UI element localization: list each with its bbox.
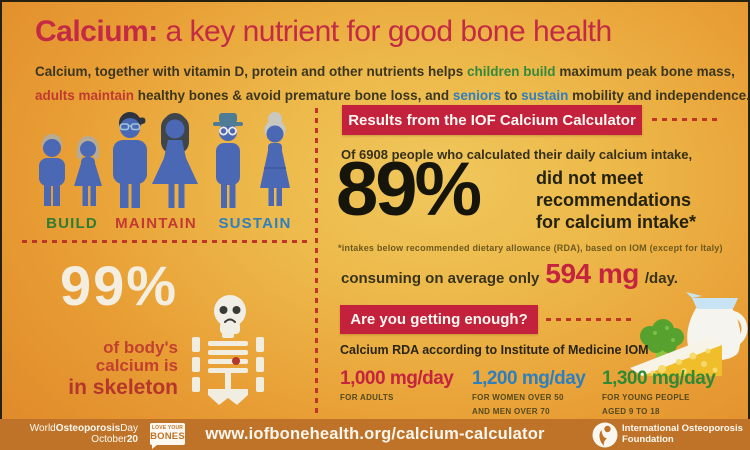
intro-line-1: Calcium, together with vitamin D, protei… (35, 60, 750, 84)
figure-man-icon (113, 112, 147, 208)
intro-text: mobility and independence. (568, 87, 750, 103)
vertical-divider-dashed (315, 108, 318, 414)
intro-seniors: seniors (452, 87, 501, 103)
stat-footnote: *intakes below recommended dietary allow… (338, 243, 723, 253)
heart-icon (232, 357, 240, 365)
rda-heading: Calcium RDA according to Institute of Me… (340, 343, 649, 357)
badge-line-1: LOVE YOUR (151, 425, 184, 431)
campaign-october: October (91, 434, 127, 445)
skeleton-caption-line2: calcium is (95, 356, 178, 375)
skeleton-caption-line3: in skeleton (68, 376, 178, 399)
average-intake-line: consuming on average only 594 mg /day. (341, 258, 678, 290)
intro-paragraph: Calcium, together with vitamin D, protei… (35, 60, 750, 107)
intro-sustain: sustain (521, 87, 569, 103)
calculator-intro-text: Of 6908 people who calculated their dail… (341, 147, 693, 162)
stat-line-2: recommendations (536, 190, 692, 210)
campaign-osteoporosis: Osteoporosis (55, 423, 121, 434)
stat-89-percent: 89% (336, 147, 482, 232)
figure-girl-icon (74, 136, 102, 206)
stage-label-build: BUILD (46, 215, 98, 232)
rda-value: 1,300 mg/day (602, 368, 716, 389)
average-value: 594 mg (545, 258, 639, 289)
skull-icon (214, 295, 246, 334)
title-rest: a key nutrient for good bone health (157, 15, 613, 48)
banner2-dash-accent (546, 318, 632, 321)
stat-line-3: for calcium intake* (536, 212, 697, 232)
title-lead: Calcium: (35, 15, 158, 48)
horizontal-divider-dashed (22, 240, 312, 243)
intro-text: to (500, 87, 522, 103)
campaign-world: World (29, 423, 56, 434)
org-line-1: International Osteoporosis (622, 423, 743, 434)
rda-caption: FOR YOUNG PEOPLE (602, 393, 690, 402)
org-line-2: Foundation (622, 433, 674, 445)
campaign-date: 20 (126, 434, 138, 445)
footer-bar: WorldOsteoporosisDay October20 LOVE YOUR… (0, 419, 750, 450)
iof-logo-icon (592, 422, 618, 448)
intro-children-build: children build (467, 64, 556, 79)
intro-line-2: adults maintain healthy bones & avoid pr… (35, 84, 750, 108)
rda-value: 1,000 mg/day (340, 368, 454, 389)
intro-text: maximum peak bone mass, (555, 64, 735, 79)
figure-senior-woman-icon (260, 112, 290, 206)
results-banner: Results from the IOF Calcium Calculator (342, 105, 642, 135)
enough-banner: Are you getting enough? (340, 305, 538, 334)
iof-org-name: International Osteoporosis Foundation (622, 423, 743, 445)
rda-caption: FOR ADULTS (340, 393, 394, 402)
banner-dash-accent (652, 118, 720, 121)
stage-label-sustain: SUSTAIN (218, 215, 292, 232)
campaign-line-1: WorldOsteoporosisDay (28, 423, 138, 434)
figure-senior-man-icon (213, 113, 243, 208)
campaign-line-2: October20 (28, 434, 138, 445)
intro-text: healthy bones & avoid premature bone los… (134, 87, 453, 103)
skeleton-stat-value: 99% (60, 254, 179, 317)
intro-text: Calcium, together with vitamin D, protei… (35, 64, 468, 79)
rda-caption: AND MEN OVER 70 (472, 406, 550, 416)
rda-caption: FOR WOMEN OVER 50 (472, 393, 564, 402)
badge-tail (152, 445, 157, 449)
skeleton-icon (192, 333, 264, 405)
rda-item-young-people: 1,300 mg/day FOR YOUNG PEOPLE AGED 9 TO … (602, 368, 732, 417)
page-title: Calcium: a key nutrient for good bone he… (35, 15, 612, 49)
rda-item-women-men: 1,200 mg/day FOR WOMEN OVER 50 AND MEN O… (472, 368, 602, 417)
world-osteoporosis-day-lockup: WorldOsteoporosisDay October20 (28, 423, 138, 445)
stat-line-1: did not meet (536, 168, 643, 188)
intro-adults-maintain: adults maintain (35, 87, 135, 103)
figure-boy-icon (39, 134, 65, 206)
average-prefix: consuming on average only (341, 270, 540, 287)
rda-item-adults: 1,000 mg/day FOR ADULTS (340, 368, 470, 407)
average-suffix: /day. (644, 270, 678, 287)
rda-value: 1,200 mg/day (472, 368, 586, 389)
figure-woman-icon (152, 113, 198, 208)
calculator-url: www.iofbonehealth.org/calcium-calculator (205, 425, 545, 443)
love-your-bones-badge: LOVE YOUR BONES (150, 423, 185, 445)
rda-caption: AGED 9 TO 18 (602, 406, 660, 416)
calcium-foods-illustration (630, 292, 748, 376)
stage-label-maintain: MAINTAIN (115, 215, 197, 232)
cheese-icon (630, 337, 722, 376)
broccoli-icon (640, 319, 684, 360)
stat-description: did not meet recommendations for calcium… (536, 167, 696, 233)
lifecycle-figures-illustration (39, 112, 290, 208)
skeleton-caption-line1: of body's (103, 338, 178, 357)
campaign-day: Day (120, 423, 138, 434)
skeleton-stat-caption: of body's calcium is in skeleton (36, 339, 178, 400)
badge-line-2: BONES (150, 431, 185, 442)
